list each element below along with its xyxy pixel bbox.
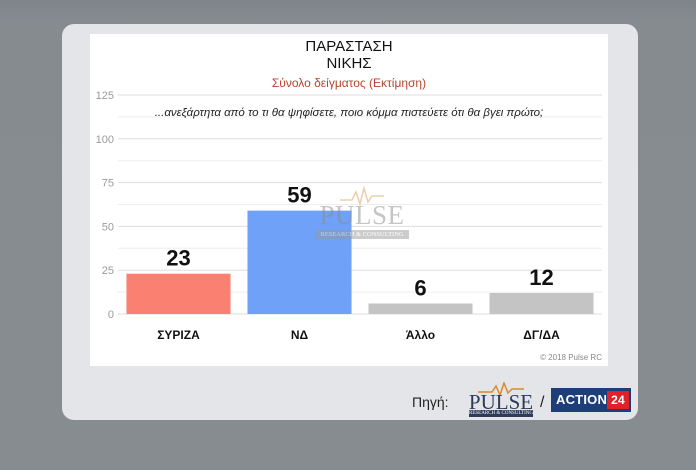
pulse-wave-icon (340, 186, 384, 206)
chart-panel: 0 25 50 75 100 125 23 ΣΥΡΙΖΑ 59 ΝΔ 6 Άλλο 12 ΔΓ/ΔΑ ΠΑ… (90, 34, 608, 366)
action24-logo-number: 24 (607, 391, 629, 409)
bar-chart: 0 25 50 75 100 125 23 ΣΥΡΙΖΑ 59 ΝΔ 6 Άλλο 12 ΔΓ/ΔΑ (96, 90, 602, 342)
source-separator: / (540, 394, 545, 411)
x-category-label: ΔΓ/ΔΑ (523, 328, 560, 342)
chart-title: ΠΑΡΑΣΤΑΣΗ ΝΙΚΗΣ (90, 38, 608, 72)
y-tick-label: 100 (96, 134, 114, 146)
pulse-wave-icon (478, 382, 524, 396)
pulse-logo-subtext: RESEARCH & CONSULTING (469, 410, 533, 417)
x-category-label: ΝΔ (291, 328, 309, 342)
y-tick-label: 50 (102, 221, 114, 233)
survey-question: ...ανεξάρτητα από το τι θα ψηφίσετε, ποι… (154, 107, 544, 119)
bar (489, 292, 594, 314)
bar-value-label: 59 (287, 183, 311, 208)
action24-logo-text: ACTION (556, 392, 608, 407)
y-tick-label: 125 (96, 90, 114, 102)
bar (126, 273, 231, 314)
bar-value-label: 23 (166, 246, 190, 271)
action24-logo: ACTION 24 (551, 388, 631, 412)
watermark-subtext: RESEARCH & CONSULTING (315, 230, 409, 239)
x-category-label: ΣΥΡΙΖΑ (157, 328, 200, 342)
bar (247, 210, 352, 314)
bar-value-label: 12 (529, 265, 553, 290)
chart-credit: © 2018 Pulse RC (540, 353, 602, 362)
bar-value-label: 6 (414, 275, 426, 300)
chart-title-line-1: ΠΑΡΑΣΤΑΣΗ (305, 38, 393, 55)
y-tick-label: 0 (108, 309, 114, 321)
pulse-watermark-logo: PULSE RESEARCH & CONSULTING (312, 186, 412, 242)
y-tick-label: 25 (102, 265, 114, 277)
y-tick-label: 75 (102, 178, 114, 190)
x-category-label: Άλλο (406, 328, 435, 342)
pulse-logo: PULSE RESEARCH & CONSULTING (466, 382, 536, 418)
chart-title-line-2: ΝΙΚΗΣ (326, 55, 372, 72)
chart-subtitle: Σύνολο δείγματος (Εκτίμηση) (271, 76, 427, 90)
watermark-text: PULSE (319, 200, 405, 230)
bar (368, 303, 473, 314)
source-label: Πηγή: (412, 394, 449, 410)
